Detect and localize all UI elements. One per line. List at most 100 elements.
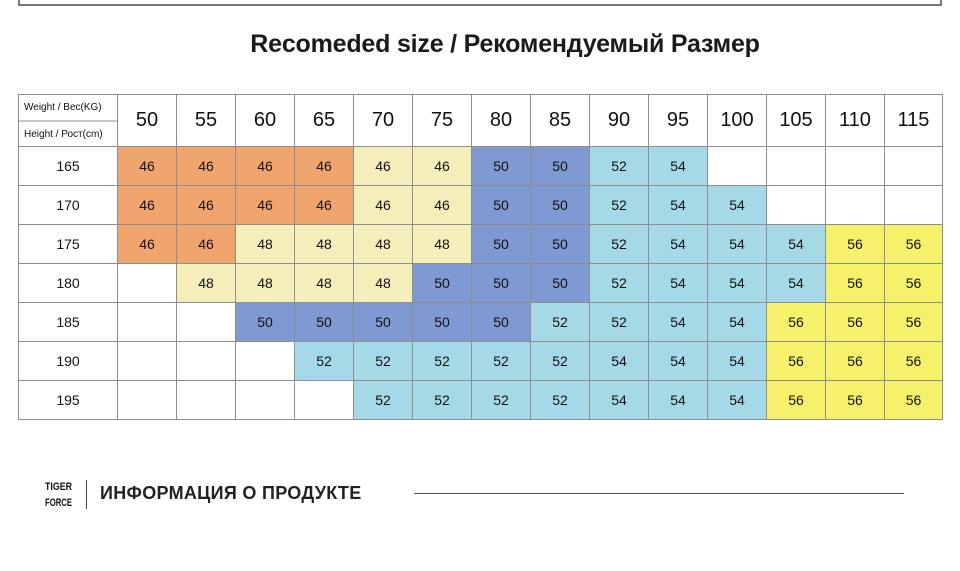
size-cell: 50 bbox=[353, 302, 413, 342]
size-cell bbox=[117, 380, 177, 420]
size-cell: 52 bbox=[589, 185, 649, 225]
size-cell: 52 bbox=[353, 341, 413, 381]
size-cell: 56 bbox=[825, 341, 885, 381]
weight-axis-label: Weight / Вес(KG) bbox=[24, 102, 102, 113]
height-header-180: 180 bbox=[18, 263, 118, 303]
size-cell: 50 bbox=[412, 263, 472, 303]
weight-header-75: 75 bbox=[412, 94, 472, 147]
size-cell: 46 bbox=[353, 185, 413, 225]
size-cell: 54 bbox=[766, 224, 826, 264]
size-cell: 56 bbox=[825, 380, 885, 420]
size-cell: 46 bbox=[294, 185, 354, 225]
size-cell bbox=[825, 185, 885, 225]
size-cell: 50 bbox=[530, 224, 590, 264]
weight-header-90: 90 bbox=[589, 94, 649, 147]
size-cell: 54 bbox=[707, 185, 767, 225]
table-row: 165 46 46 46 46 46 46 50 50 52 54 bbox=[18, 146, 943, 186]
size-cell: 54 bbox=[648, 185, 708, 225]
size-cell: 46 bbox=[176, 146, 236, 186]
size-cell: 48 bbox=[176, 263, 236, 303]
size-cell: 50 bbox=[471, 146, 531, 186]
table-corner-header: Weight / Вес(KG) Height / Рост(cm) bbox=[18, 94, 118, 147]
product-info-footer: TIGER FORCE ИНФОРМАЦИЯ О ПРОДУКТЕ bbox=[44, 474, 924, 514]
size-cell bbox=[766, 185, 826, 225]
size-cell: 46 bbox=[353, 146, 413, 186]
size-cell: 48 bbox=[353, 263, 413, 303]
size-cell: 52 bbox=[530, 380, 590, 420]
weight-header-55: 55 bbox=[176, 94, 236, 147]
size-cell: 46 bbox=[412, 146, 472, 186]
weight-header-115: 115 bbox=[884, 94, 943, 147]
size-cell: 52 bbox=[589, 302, 649, 342]
size-cell bbox=[235, 341, 295, 381]
size-cell: 52 bbox=[412, 380, 472, 420]
size-cell: 48 bbox=[353, 224, 413, 264]
size-cell: 56 bbox=[884, 302, 943, 342]
height-header-175: 175 bbox=[18, 224, 118, 264]
size-cell: 46 bbox=[117, 224, 177, 264]
size-cell: 56 bbox=[825, 302, 885, 342]
height-header-190: 190 bbox=[18, 341, 118, 381]
size-cell bbox=[825, 146, 885, 186]
size-cell: 52 bbox=[589, 224, 649, 264]
size-cell: 54 bbox=[648, 341, 708, 381]
height-header-165: 165 bbox=[18, 146, 118, 186]
footer-divider bbox=[86, 480, 87, 509]
table-row: 170 46 46 46 46 46 46 50 50 52 54 54 bbox=[18, 185, 943, 225]
size-cell: 50 bbox=[471, 302, 531, 342]
size-cell bbox=[117, 302, 177, 342]
size-cell: 50 bbox=[530, 185, 590, 225]
size-cell: 50 bbox=[412, 302, 472, 342]
size-cell bbox=[176, 341, 236, 381]
size-cell bbox=[117, 341, 177, 381]
svg-text:TIGER: TIGER bbox=[45, 481, 72, 493]
weight-header-105: 105 bbox=[766, 94, 826, 147]
weight-header-110: 110 bbox=[825, 94, 885, 147]
corner-diagonal bbox=[19, 120, 118, 122]
weight-header-100: 100 bbox=[707, 94, 767, 147]
size-chart-table: Weight / Вес(KG) Height / Рост(cm) 50 55 6… bbox=[18, 94, 943, 420]
size-cell bbox=[117, 263, 177, 303]
footer-rule bbox=[414, 493, 904, 494]
size-cell: 52 bbox=[530, 341, 590, 381]
size-cell: 56 bbox=[825, 263, 885, 303]
size-cell: 46 bbox=[294, 146, 354, 186]
weight-header-85: 85 bbox=[530, 94, 590, 147]
size-cell: 56 bbox=[884, 380, 943, 420]
product-info-heading: ИНФОРМАЦИЯ О ПРОДУКТЕ bbox=[100, 483, 362, 503]
size-cell: 52 bbox=[294, 341, 354, 381]
size-cell: 46 bbox=[412, 185, 472, 225]
size-cell: 48 bbox=[235, 224, 295, 264]
weight-header-95: 95 bbox=[648, 94, 708, 147]
size-cell: 46 bbox=[117, 185, 177, 225]
size-cell: 52 bbox=[412, 341, 472, 381]
size-cell: 50 bbox=[235, 302, 295, 342]
size-cell: 50 bbox=[471, 224, 531, 264]
size-cell: 46 bbox=[235, 146, 295, 186]
size-cell: 48 bbox=[412, 224, 472, 264]
height-header-195: 195 bbox=[18, 380, 118, 420]
size-cell: 54 bbox=[707, 341, 767, 381]
size-cell: 50 bbox=[294, 302, 354, 342]
size-cell: 52 bbox=[471, 380, 531, 420]
size-cell: 54 bbox=[707, 263, 767, 303]
size-cell: 54 bbox=[589, 341, 649, 381]
size-cell: 50 bbox=[530, 146, 590, 186]
size-cell: 46 bbox=[117, 146, 177, 186]
table-row: 190 52 52 52 52 52 54 54 54 56 56 56 bbox=[18, 341, 943, 381]
size-cell bbox=[294, 380, 354, 420]
size-cell: 54 bbox=[707, 224, 767, 264]
size-cell: 48 bbox=[294, 263, 354, 303]
size-cell: 54 bbox=[648, 263, 708, 303]
weight-header-65: 65 bbox=[294, 94, 354, 147]
size-cell: 52 bbox=[471, 341, 531, 381]
height-header-170: 170 bbox=[18, 185, 118, 225]
size-cell: 54 bbox=[766, 263, 826, 303]
height-header-185: 185 bbox=[18, 302, 118, 342]
table-row: 180 48 48 48 48 50 50 50 52 54 54 54 56 56 bbox=[18, 263, 943, 303]
size-cell bbox=[235, 380, 295, 420]
size-cell: 56 bbox=[766, 341, 826, 381]
size-cell bbox=[884, 146, 943, 186]
size-cell bbox=[707, 146, 767, 186]
size-cell bbox=[766, 146, 826, 186]
